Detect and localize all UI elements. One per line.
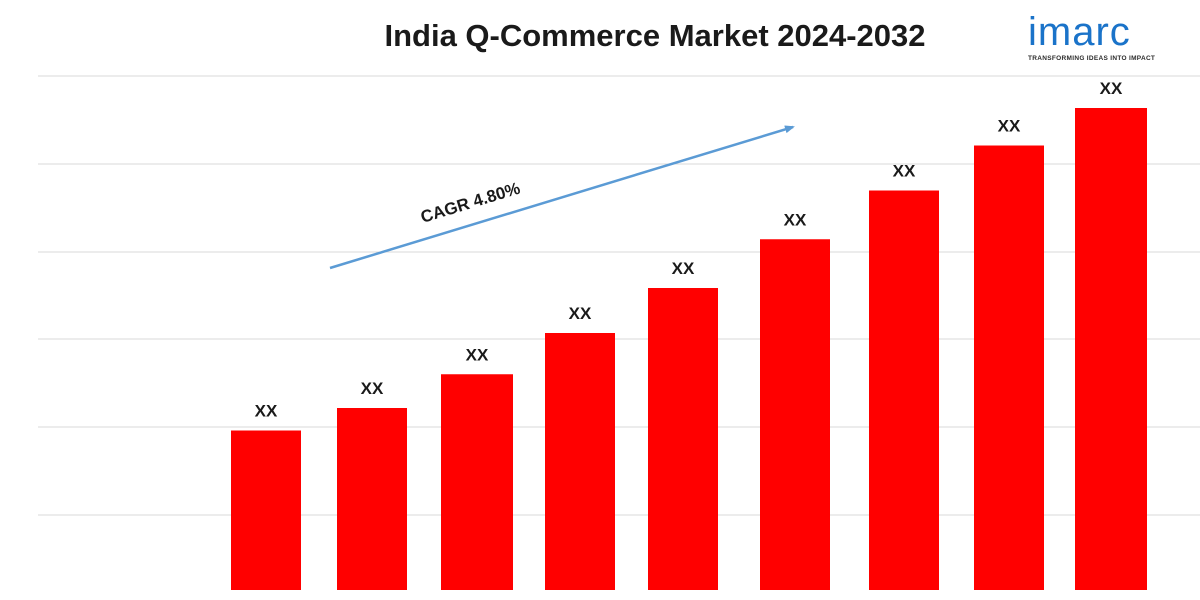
bar-2032 <box>1075 108 1147 590</box>
bar-2030 <box>869 190 939 590</box>
bars <box>231 108 1147 590</box>
data-label: XX <box>893 162 916 181</box>
x-tick-label: 2031 <box>990 597 1028 600</box>
bar-2025 <box>337 408 407 590</box>
data-label: XX <box>466 345 489 364</box>
logo-wordmark: imarc <box>1028 10 1131 54</box>
bar-2028 <box>648 288 718 590</box>
bar-2031 <box>974 145 1044 590</box>
x-tick-label: 2030 <box>885 597 923 600</box>
x-tick-label: 2028 <box>664 597 702 600</box>
bar-2026 <box>441 374 513 590</box>
cagr-arrow <box>329 125 795 270</box>
chart-title: India Q-Commerce Market 2024-2032 <box>384 18 926 53</box>
data-label: XX <box>672 259 695 278</box>
x-tick-label: 2026 <box>458 597 496 600</box>
bar-2024 <box>231 430 301 590</box>
x-tick-label: 2027 <box>561 597 599 600</box>
cagr-label: CAGR 4.80% <box>418 179 522 227</box>
data-label: XX <box>255 402 278 421</box>
data-label: XX <box>998 117 1021 136</box>
data-label: XX <box>1100 79 1123 98</box>
bar-2029 <box>760 239 830 590</box>
data-label: XX <box>361 379 384 398</box>
data-labels: XX XX XX XX XX XX XX XX XX <box>255 79 1123 421</box>
imarc-logo: imarc TRANSFORMING IDEAS INTO IMPACT <box>1018 10 1168 70</box>
x-tick-label: 2032 <box>1092 597 1130 600</box>
x-tick-label: 2025 <box>353 597 391 600</box>
cagr-annotation: CAGR 4.80% <box>329 125 795 270</box>
logo-tagline: TRANSFORMING IDEAS INTO IMPACT <box>1028 55 1156 62</box>
x-tick-label: 2024 <box>247 597 285 600</box>
data-label: XX <box>569 304 592 323</box>
data-label: XX <box>784 210 807 229</box>
x-tick-label: 2029 <box>776 597 814 600</box>
bar-2027 <box>545 333 615 590</box>
x-tick-labels: 2024 2025 2026 2027 2028 2029 2030 2031 2032 <box>247 597 1130 600</box>
